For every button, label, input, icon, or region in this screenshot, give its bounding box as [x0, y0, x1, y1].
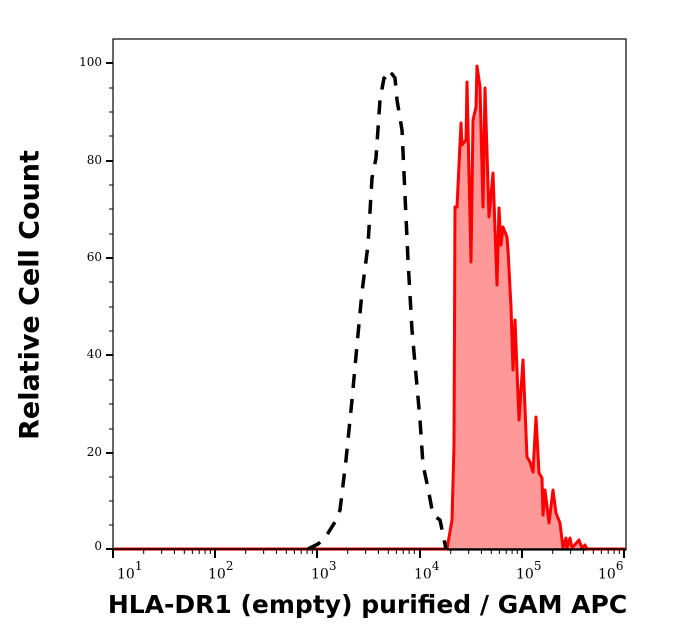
x-axis-title: HLA-DR1 (empty) purified / GAM APC — [107, 590, 628, 619]
y-axis — [106, 62, 113, 550]
x-tick-label-1e3: 103 — [311, 559, 337, 583]
x-tick-label-1e2: 102 — [208, 559, 234, 583]
sample-histogram-line — [114, 64, 625, 551]
y-tick-label-60: 60 — [86, 250, 102, 264]
y-tick-label-20: 20 — [86, 445, 102, 459]
x-tick-label-1e6: 106 — [598, 559, 624, 583]
control-histogram-line — [307, 72, 448, 551]
y-axis-title: Relative Cell Count — [0, 0, 60, 641]
y-tick-label-40: 40 — [86, 347, 102, 361]
x-tick-label-1e4: 104 — [414, 559, 440, 583]
x-tick-label-1e1: 101 — [117, 559, 143, 583]
y-tick-label-80: 80 — [86, 153, 102, 167]
x-tick-label-1e5: 105 — [516, 559, 542, 583]
plot-frame — [112, 38, 627, 551]
y-tick-label-100: 100 — [79, 55, 102, 69]
y-axis-title-text: Relative Cell Count — [14, 150, 46, 440]
x-axis — [112, 548, 626, 558]
y-tick-label-0: 0 — [94, 539, 102, 553]
